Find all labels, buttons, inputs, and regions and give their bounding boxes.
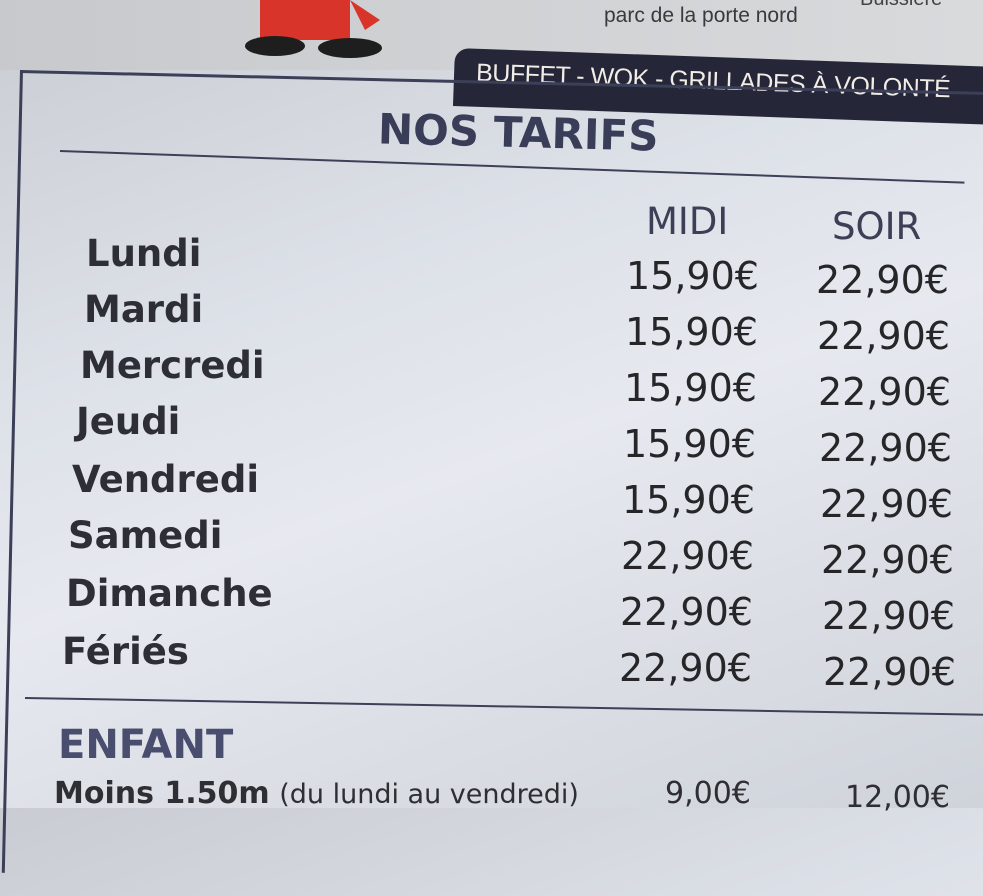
mascot-logo: [245, 0, 382, 58]
price-midi-3: 15,90€: [623, 422, 756, 466]
address-line-1: Buissière: [860, 0, 942, 11]
price-midi-4: 15,90€: [622, 478, 755, 522]
day-0: Lundi: [86, 232, 202, 275]
enfant-price-soir: 12,00€: [845, 780, 950, 815]
enfant-title: ENFANT: [58, 722, 234, 768]
enfant-label: Moins 1.50m: [54, 776, 270, 811]
price-soir-7: 22,90€: [823, 650, 956, 694]
enfant-price-midi: 9,00€: [665, 776, 751, 811]
day-2: Mercredi: [80, 344, 265, 387]
price-midi-7: 22,90€: [619, 646, 752, 690]
price-soir-3: 22,90€: [819, 426, 952, 470]
price-midi-0: 15,90€: [626, 254, 759, 298]
column-header-soir: SOIR: [832, 205, 922, 248]
price-soir-2: 22,90€: [818, 370, 951, 414]
price-soir-5: 22,90€: [821, 538, 954, 582]
day-7: Fériés: [62, 630, 189, 673]
price-midi-6: 22,90€: [620, 590, 753, 634]
day-3: Jeudi: [76, 400, 181, 443]
day-4: Vendredi: [72, 458, 260, 501]
enfant-note: (du lundi au vendredi): [279, 779, 579, 810]
price-midi-2: 15,90€: [624, 366, 757, 410]
day-6: Dimanche: [66, 572, 273, 615]
page-title: NOS TARIFS: [377, 104, 660, 161]
price-soir-6: 22,90€: [822, 594, 955, 638]
price-soir-1: 22,90€: [817, 314, 950, 358]
column-header-midi: MIDI: [646, 200, 729, 243]
price-soir-0: 22,90€: [816, 258, 949, 302]
price-midi-1: 15,90€: [625, 310, 758, 354]
price-midi-5: 22,90€: [621, 534, 754, 578]
day-5: Samedi: [68, 514, 223, 557]
day-1: Mardi: [84, 288, 204, 331]
address-line-2: parc de la porte nord: [604, 4, 798, 27]
price-soir-4: 22,90€: [820, 482, 953, 526]
enfant-row: Moins 1.50m (du lundi au vendredi): [54, 776, 579, 811]
